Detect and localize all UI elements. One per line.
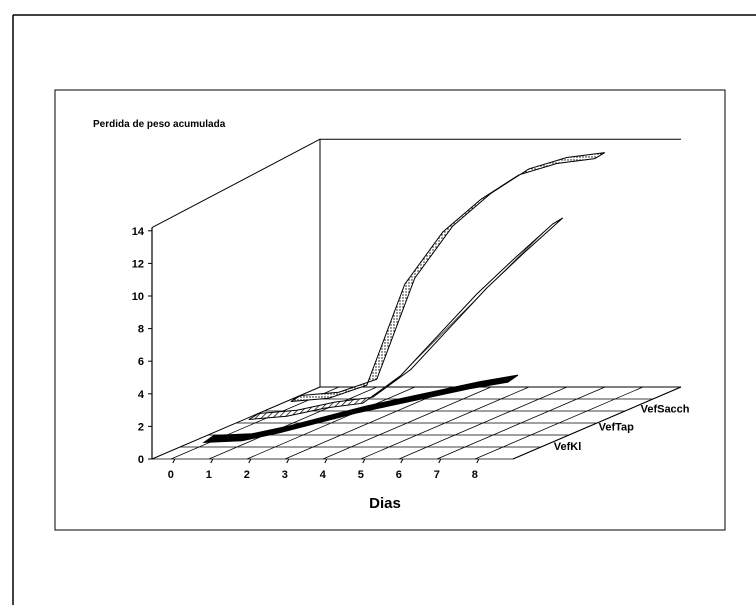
x-tick-label: 7 bbox=[434, 469, 440, 481]
y-tick-label: 4 bbox=[138, 389, 145, 401]
y-tick-label: 0 bbox=[138, 454, 144, 466]
back-wall-edge bbox=[319, 138, 681, 387]
chart-frame bbox=[54, 89, 726, 531]
x-tick bbox=[248, 458, 252, 464]
x-tick bbox=[362, 458, 366, 464]
floor-right-edge bbox=[512, 386, 682, 460]
y-tick-label: 6 bbox=[138, 356, 144, 368]
series-ribbon-VefKl bbox=[202, 374, 519, 443]
series-group bbox=[202, 152, 606, 443]
x-tick-label: 5 bbox=[358, 469, 364, 481]
chart-title: Perdida de peso acumulada bbox=[93, 119, 226, 130]
series-ribbon-VefSacch bbox=[290, 152, 606, 402]
x-tick-label: 0 bbox=[168, 469, 174, 481]
y-tick-label: 10 bbox=[132, 291, 144, 303]
floor-grid-col bbox=[398, 386, 568, 460]
x-tick-label: 4 bbox=[320, 469, 327, 481]
depth-label-VefKl: VefKl bbox=[554, 441, 582, 453]
x-tick bbox=[438, 458, 442, 464]
x-tick-label: 6 bbox=[396, 469, 402, 481]
depth-label-VefSacch: VefSacch bbox=[641, 404, 690, 416]
y-tick-label: 2 bbox=[138, 421, 144, 433]
floor-grid-col bbox=[360, 386, 530, 460]
series-ribbon-VefTap bbox=[248, 217, 564, 420]
floor-grid-col bbox=[284, 386, 454, 460]
x-tick bbox=[286, 458, 290, 464]
floor-grid-col bbox=[208, 386, 378, 460]
y-tick-label: 8 bbox=[138, 324, 144, 336]
x-axis-label: Dias bbox=[369, 495, 401, 512]
x-tick-label: 2 bbox=[244, 469, 250, 481]
side-wall-top-edge bbox=[151, 138, 321, 228]
floor-left-edge bbox=[151, 386, 321, 460]
floor-grid-col bbox=[474, 386, 644, 460]
x-tick bbox=[476, 458, 480, 464]
x-tick bbox=[400, 458, 404, 464]
x-tick bbox=[172, 458, 176, 464]
y-axis: 0 2 4 6 8 10 12 14 bbox=[132, 226, 152, 466]
floor-grid-col bbox=[436, 386, 606, 460]
x-tick bbox=[324, 458, 328, 464]
depth-label-VefTap: VefTap bbox=[599, 422, 635, 434]
depth-labels: VefSacch VefTap VefKl bbox=[554, 404, 690, 453]
x-tick-label: 1 bbox=[206, 469, 212, 481]
floor-grid-col bbox=[322, 386, 492, 460]
x-axis: 0 1 2 3 4 5 6 7 8 bbox=[168, 458, 480, 481]
y-tick-label: 14 bbox=[132, 226, 145, 238]
floor-grid-col bbox=[246, 386, 416, 460]
x-tick-label: 8 bbox=[472, 469, 478, 481]
x-tick bbox=[210, 458, 214, 464]
x-tick-label: 3 bbox=[282, 469, 288, 481]
y-tick-label: 12 bbox=[132, 258, 144, 270]
